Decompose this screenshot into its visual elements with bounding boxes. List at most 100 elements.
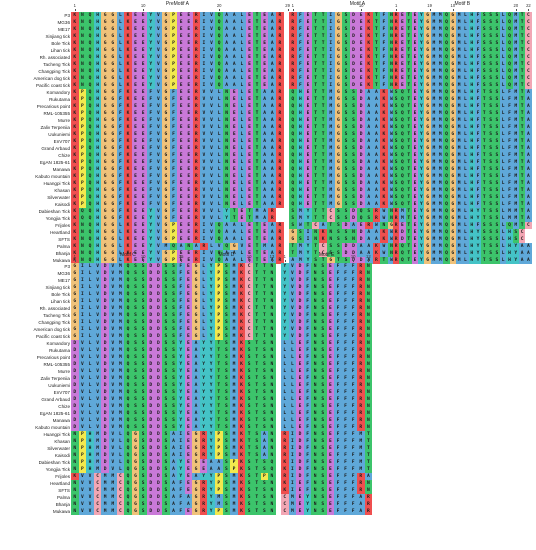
residue-cell: W <box>387 201 396 208</box>
residue-cell: T <box>518 145 526 152</box>
residue-cell: A <box>319 222 327 229</box>
residue-cell: S <box>493 117 501 124</box>
residue-cell: E <box>245 96 254 103</box>
residue-cell: D <box>154 403 163 410</box>
residue-cell: F <box>349 270 357 277</box>
residue-cell: R <box>192 229 201 236</box>
alignment-row: GILVDVMQSSDDSSM <box>71 333 185 340</box>
residue-cell: F <box>116 215 125 222</box>
residue-cell: S <box>493 110 501 117</box>
residue-cell: E <box>245 159 254 166</box>
residue-cell: R <box>393 229 400 236</box>
residue-cell: M <box>296 250 305 257</box>
residue-cell: K <box>237 382 246 389</box>
residue-cell: E <box>260 12 269 19</box>
residue-cell: V <box>93 347 102 354</box>
residue-cell: L <box>199 291 208 298</box>
residue-cell: N <box>71 445 79 452</box>
residue-cell: W <box>387 124 396 131</box>
residue-cell: S <box>342 82 350 89</box>
residue-cell: K <box>71 250 79 257</box>
residue-cell: V <box>93 270 102 277</box>
residue-cell: G <box>162 68 170 75</box>
residue-cell: T <box>311 145 320 152</box>
residue-cell: H <box>93 201 102 208</box>
sequence-name: Rukutama <box>49 348 70 353</box>
residue-cell: D <box>154 396 163 403</box>
residue-cell: F <box>334 368 342 375</box>
residue-cell: T <box>253 103 261 110</box>
residue-cell: M <box>116 361 125 368</box>
residue-cell: S <box>393 110 400 117</box>
residue-cell: V <box>93 291 102 298</box>
residue-cell: C <box>245 277 253 284</box>
residue-cell: S <box>493 243 501 250</box>
residue-cell: R <box>393 82 400 89</box>
residue-cell: L <box>500 131 507 138</box>
residue-cell: E <box>184 33 193 40</box>
residue-cell: M <box>230 501 238 508</box>
residue-cell: T <box>253 194 261 201</box>
residue-cell: G <box>162 47 170 54</box>
residue-cell: F <box>474 103 482 110</box>
residue-cell: Q <box>443 103 450 110</box>
residue-cell: R <box>356 284 365 291</box>
residue-cell: L <box>86 347 94 354</box>
residue-cell: F <box>177 487 185 494</box>
residue-cell: V <box>207 117 216 124</box>
residue-cell: M <box>512 124 519 131</box>
residue-cell: S <box>342 187 350 194</box>
residue-cell: G <box>334 180 343 187</box>
residue-cell: H <box>93 215 102 222</box>
residue-cell: K <box>124 159 132 166</box>
residue-cell: Q <box>86 26 94 33</box>
residue-cell: H <box>506 250 513 257</box>
residue-cell: A <box>260 166 269 173</box>
residue-cell: T <box>260 333 269 340</box>
residue-cell: N <box>78 47 87 54</box>
residue-cell: V <box>207 54 216 61</box>
residue-cell: T <box>252 403 261 410</box>
residue-cell: A <box>260 173 269 180</box>
residue-cell: T <box>252 375 261 382</box>
residue-cell: E <box>245 250 254 257</box>
residue-cell: C <box>245 291 253 298</box>
residue-cell: N <box>311 361 319 368</box>
residue-cell: E <box>131 159 140 166</box>
residue-cell: T <box>311 40 320 47</box>
residue-cell: W <box>387 152 396 159</box>
residue-cell: A <box>364 103 373 110</box>
residue-cell: Q <box>443 89 450 96</box>
residue-cell: N <box>364 291 373 298</box>
residue-cell: L <box>462 89 469 96</box>
residue-cell: D <box>296 473 304 480</box>
residue-cell: R <box>356 424 365 431</box>
ruler-tick-label: 1 <box>394 3 398 8</box>
residue-cell: H <box>468 180 475 187</box>
residue-cell: H <box>468 236 475 243</box>
residue-cell: H <box>296 201 305 208</box>
residue-cell: R <box>289 19 297 26</box>
sequence-name: Manawa <box>52 167 70 172</box>
ruler-tick-mark <box>284 260 286 262</box>
residue-cell: M <box>437 131 444 138</box>
residue-cell: H <box>296 152 305 159</box>
residue-cell: V <box>154 152 163 159</box>
residue-cell: N <box>311 480 319 487</box>
residue-cell: F <box>146 187 155 194</box>
residue-cell: L <box>500 173 507 180</box>
residue-cell: F <box>474 12 482 19</box>
residue-cell: V <box>288 277 297 284</box>
residue-cell: A <box>356 508 365 515</box>
residue-cell: M <box>230 487 238 494</box>
ruler-tick-mark <box>287 9 289 11</box>
residue-cell: S <box>245 375 253 382</box>
residue-cell: S <box>493 54 501 61</box>
residue-cell: S <box>162 326 170 333</box>
residue-cell: E <box>245 54 254 61</box>
sequence-name: Pacific coast tick <box>36 83 70 88</box>
residue-cell: K <box>237 277 246 284</box>
residue-cell: S <box>162 431 170 438</box>
